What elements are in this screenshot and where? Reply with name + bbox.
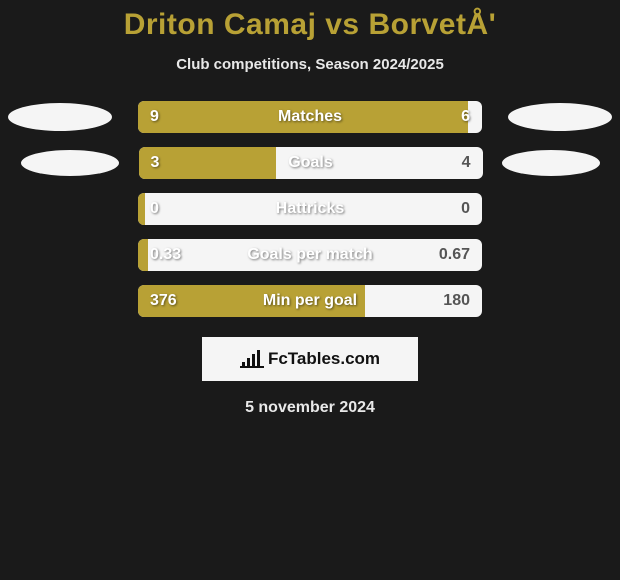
stat-right-value: 0.67	[439, 246, 470, 264]
stat-bar: 376 Min per goal 180	[138, 285, 482, 317]
stat-label: Matches	[278, 108, 342, 126]
date-text: 5 november 2024	[0, 399, 620, 417]
stat-left-value: 0.33	[150, 246, 181, 264]
stat-row: 0.33 Goals per match 0.67	[0, 239, 620, 271]
stat-left-value: 3	[151, 154, 160, 172]
stat-bar-fill	[138, 193, 145, 225]
stat-label: Min per goal	[263, 292, 357, 310]
stat-label: Goals	[288, 154, 332, 172]
stats-container: 9 Matches 6 3 Goals 4 0 Hattricks 0 0.33 Goals per…	[0, 101, 620, 317]
spacer	[500, 209, 620, 210]
player-badge-left	[8, 103, 112, 131]
stat-row: 9 Matches 6	[0, 101, 620, 133]
player-badge-right	[502, 150, 600, 176]
stat-label: Hattricks	[276, 200, 344, 218]
stat-left-value: 9	[150, 108, 159, 126]
stat-left-value: 0	[150, 200, 159, 218]
spacer	[500, 301, 620, 302]
stat-right-value: 0	[461, 200, 470, 218]
stat-bar: 3 Goals 4	[139, 147, 483, 179]
stat-row: 376 Min per goal 180	[0, 285, 620, 317]
stat-right-value: 180	[443, 292, 470, 310]
stat-row: 0 Hattricks 0	[0, 193, 620, 225]
stat-bar: 0.33 Goals per match 0.67	[138, 239, 482, 271]
spacer	[0, 255, 120, 256]
stat-right-value: 4	[462, 154, 471, 172]
logo-text: FcTables.com	[268, 349, 380, 369]
player-badge-right	[508, 103, 612, 131]
stat-bar: 9 Matches 6	[138, 101, 482, 133]
stat-row: 3 Goals 4	[0, 147, 620, 179]
stat-bar: 0 Hattricks 0	[138, 193, 482, 225]
spacer	[0, 301, 120, 302]
page-subtitle: Club competitions, Season 2024/2025	[0, 56, 620, 73]
spacer	[0, 209, 120, 210]
player-badge-left	[21, 150, 119, 176]
stat-right-value: 6	[461, 108, 470, 126]
logo-box[interactable]: FcTables.com	[202, 337, 418, 381]
page-title: Driton Camaj vs BorvetÅ'	[0, 0, 620, 42]
stat-label: Goals per match	[247, 246, 372, 264]
spacer	[500, 255, 620, 256]
stat-left-value: 376	[150, 292, 177, 310]
bar-chart-icon	[240, 350, 264, 368]
stat-bar-fill	[138, 239, 148, 271]
